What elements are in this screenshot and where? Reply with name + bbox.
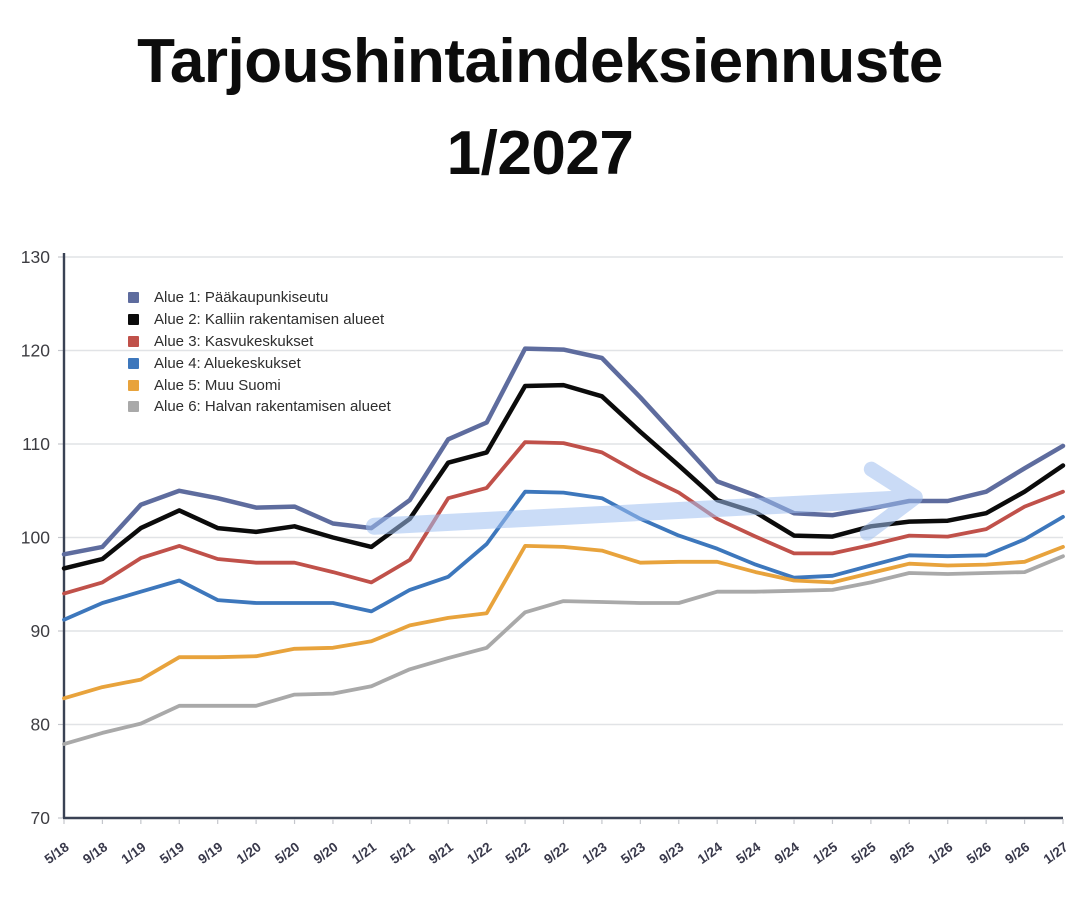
x-axis-tick-label: 9/23 <box>656 839 686 867</box>
chart-legend: Alue 1: Pääkaupunkiseutu Alue 2: Kalliin … <box>128 287 391 418</box>
legend-swatch-icon <box>128 314 139 326</box>
page-title: Tarjoushintaindeksiennuste <box>137 27 943 96</box>
x-axis-tick-label: 5/26 <box>964 839 994 867</box>
page-subtitle: 1/2027 <box>446 119 634 188</box>
legend-swatch-icon <box>128 335 139 347</box>
y-axis-tick-label: 70 <box>31 808 51 828</box>
series-line-alue-3 <box>62 440 1065 596</box>
y-axis-tick-label: 130 <box>21 247 50 267</box>
legend-swatch-icon <box>128 292 139 304</box>
x-axis-tick-label: 5/20 <box>272 839 302 867</box>
legend-swatch-icon <box>128 401 139 413</box>
series-line-alue-5 <box>62 544 1065 701</box>
legend-swatch-icon <box>128 357 139 369</box>
trend-arrow-shaft <box>365 490 906 535</box>
x-axis-tick-label: 5/19 <box>157 839 187 867</box>
x-axis-tick-label: 1/26 <box>925 839 955 867</box>
y-axis-tick-label: 100 <box>21 528 50 548</box>
legend-swatch-icon <box>128 379 139 391</box>
x-axis-tick-label: 5/18 <box>42 839 72 867</box>
x-axis-tick-label: 5/22 <box>503 839 533 867</box>
x-axis-tick-label: 9/25 <box>887 839 917 867</box>
x-axis-tick-label: 5/21 <box>387 839 417 867</box>
x-axis-tick-label: 9/20 <box>311 839 341 867</box>
x-axis-tick-label: 9/19 <box>195 839 225 867</box>
x-axis-tick-label: 9/18 <box>80 839 110 867</box>
x-axis-tick-label: 5/24 <box>733 839 763 867</box>
series-line-alue-2 <box>61 382 1066 571</box>
legend-label: Alue 4: Aluekeskukset <box>154 354 301 372</box>
y-axis-tick-label: 90 <box>31 621 51 641</box>
legend-item-alue-1: Alue 1: Pääkaupunkiseutu <box>128 287 391 309</box>
x-axis-tick-label: 1/27 <box>1041 839 1071 867</box>
x-axis-tick-label: 1/25 <box>810 839 840 867</box>
x-axis-tick-label: 9/24 <box>772 839 802 867</box>
x-axis-tick-label: 1/23 <box>580 839 610 867</box>
legend-item-alue-6: Alue 6: Halvan rakentamisen alueet <box>128 396 391 418</box>
x-axis-tick-label: 9/26 <box>1002 839 1032 867</box>
legend-label: Alue 3: Kasvukeskukset <box>154 332 314 350</box>
x-axis-tick-label: 9/21 <box>426 839 456 867</box>
trend-arrow-annotation <box>365 461 923 541</box>
x-axis-tick-label: 1/21 <box>349 839 379 867</box>
trend-arrow-head <box>859 461 923 541</box>
y-axis-tick-label: 80 <box>31 715 51 735</box>
legend-label: Alue 1: Pääkaupunkiseutu <box>154 289 329 307</box>
legend-label: Alue 6: Halvan rakentamisen alueet <box>154 398 391 416</box>
series-line-alue-6 <box>62 554 1065 746</box>
y-axis-tick-label: 120 <box>21 341 50 361</box>
x-axis-tick-label: 5/25 <box>849 839 879 867</box>
legend-label: Alue 2: Kalliin rakentamisen alueet <box>154 311 385 329</box>
x-axis-tick-label: 1/24 <box>695 839 725 867</box>
legend-item-alue-4: Alue 4: Aluekeskukset <box>128 352 391 374</box>
series-line-alue-4 <box>62 489 1065 622</box>
x-axis-tick-label: 1/19 <box>119 839 149 867</box>
x-axis-tick-label: 5/23 <box>618 839 648 867</box>
x-axis-tick-label: 1/20 <box>234 839 264 867</box>
legend-item-alue-2: Alue 2: Kalliin rakentamisen alueet <box>128 309 391 331</box>
legend-label: Alue 5: Muu Suomi <box>154 376 281 394</box>
x-axis-tick-label: 9/22 <box>541 839 571 867</box>
x-axis-tick-label: 1/22 <box>464 839 494 867</box>
legend-item-alue-3: Alue 3: Kasvukeskukset <box>128 331 391 353</box>
y-axis-tick-label: 110 <box>22 434 50 454</box>
legend-item-alue-5: Alue 5: Muu Suomi <box>128 374 391 396</box>
